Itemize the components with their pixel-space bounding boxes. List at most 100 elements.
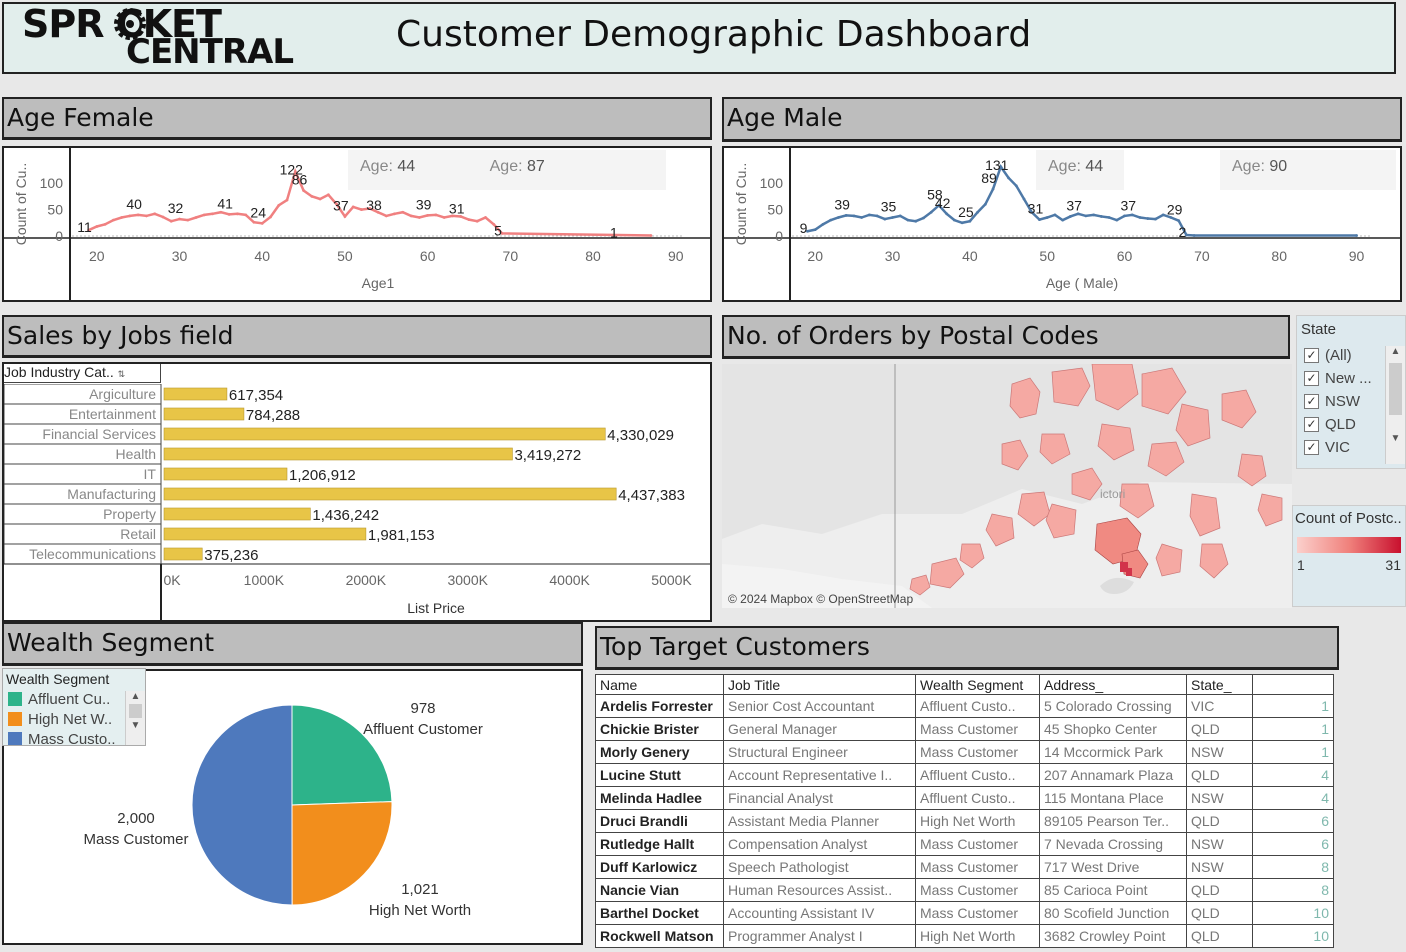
age-data-point[interactable] <box>1007 176 1010 180</box>
table-row[interactable]: Rockwell Matson Programmer Analyst I High … <box>595 924 1334 948</box>
state-filter-item[interactable]: ✓ New ... <box>1297 367 1405 390</box>
age-data-point[interactable] <box>384 214 388 218</box>
age-data-point[interactable] <box>335 202 339 206</box>
age-data-point[interactable] <box>649 234 653 237</box>
wealth-legend-item[interactable]: Affluent Cu.. <box>3 689 145 709</box>
age-data-point[interactable] <box>1045 216 1049 219</box>
age-data-point[interactable] <box>1123 214 1126 218</box>
age-data-point[interactable] <box>194 216 198 219</box>
age-data-point[interactable] <box>351 205 355 209</box>
sales-bar-chart[interactable]: Argiculture 617,354 Entertainment 784,288 Fi… <box>4 384 710 620</box>
age-data-point[interactable] <box>120 216 124 219</box>
sales-bar[interactable] <box>163 407 245 421</box>
age-data-point[interactable] <box>227 212 231 216</box>
age-data-point[interactable] <box>145 214 148 218</box>
age-data-point[interactable] <box>360 208 363 211</box>
sort-icon[interactable]: ⇅ <box>117 369 126 379</box>
column-header[interactable]: Name <box>595 674 724 695</box>
age-data-point[interactable] <box>178 217 181 221</box>
age-data-point[interactable] <box>883 217 887 221</box>
age-data-point[interactable] <box>922 216 925 220</box>
age-data-point[interactable] <box>968 219 972 223</box>
age-data-point[interactable] <box>945 212 949 216</box>
sales-bar[interactable] <box>163 447 513 461</box>
age-data-point[interactable] <box>1192 234 1196 237</box>
age-data-point[interactable] <box>1185 233 1188 237</box>
age-data-point[interactable] <box>1092 213 1095 217</box>
column-header[interactable]: State_ <box>1186 674 1253 695</box>
age-data-point[interactable] <box>1099 215 1103 218</box>
sales-bar[interactable] <box>163 387 228 401</box>
sales-bar[interactable] <box>163 487 617 501</box>
postal-code-map[interactable]: ictori © 2024 Mapbox © OpenStreetMap <box>722 364 1292 608</box>
table-row[interactable]: Ardelis Forrester Senior Cost Accountant A… <box>595 694 1334 718</box>
age-data-point[interactable] <box>409 214 413 218</box>
sales-bar[interactable] <box>163 507 311 521</box>
age-data-point[interactable] <box>136 213 140 217</box>
age-data-point[interactable] <box>285 198 289 202</box>
affluent-slice[interactable] <box>291 704 393 806</box>
age-data-point[interactable] <box>1053 213 1057 217</box>
age-data-point[interactable] <box>1169 216 1173 219</box>
table-row[interactable]: Rutledge Hallt Compensation Analyst Mass C… <box>595 832 1334 856</box>
age-data-point[interactable] <box>1130 213 1134 217</box>
scroll-down-icon[interactable]: ▼ <box>1390 433 1401 444</box>
checkbox-icon[interactable]: ✓ <box>1304 348 1319 363</box>
age-data-point[interactable] <box>1069 215 1072 218</box>
age-data-point[interactable] <box>875 214 879 218</box>
age-data-point[interactable] <box>426 213 430 217</box>
state-filter-item[interactable]: ✓ QLD <box>1297 413 1405 436</box>
age-data-point[interactable] <box>953 218 956 222</box>
age-data-point[interactable] <box>434 213 438 217</box>
age-data-point[interactable] <box>103 222 107 226</box>
age-data-point[interactable] <box>326 193 330 197</box>
table-row[interactable]: Druci Brandli Assistant Media Planner High… <box>595 809 1334 833</box>
age-data-point[interactable] <box>937 203 941 207</box>
age-data-point[interactable] <box>202 213 206 217</box>
age-data-point[interactable] <box>860 216 863 219</box>
checkbox-icon[interactable]: ✓ <box>1304 394 1319 409</box>
state-filter-item[interactable]: ✓ (All) <box>1297 344 1405 367</box>
age-data-point[interactable] <box>960 221 964 225</box>
age-data-point[interactable] <box>293 170 297 173</box>
age-data-point[interactable] <box>867 213 871 217</box>
sales-bar[interactable] <box>163 547 203 561</box>
age-data-point[interactable] <box>1022 197 1026 201</box>
age-data-point[interactable] <box>1107 216 1111 219</box>
table-row[interactable]: Chickie Brister General Manager Mass Custo… <box>595 717 1334 741</box>
checkbox-icon[interactable]: ✓ <box>1304 440 1319 455</box>
mass-customer-slice[interactable] <box>191 704 293 906</box>
table-row[interactable]: Nancie Vian Human Resources Assist.. Mass … <box>595 878 1334 902</box>
age-data-point[interactable] <box>393 212 396 216</box>
state-filter-item[interactable]: ✓ VIC <box>1297 436 1405 459</box>
age-data-point[interactable] <box>484 216 487 219</box>
table-row[interactable]: Duff Karlowicz Speech Pathologist Mass Cus… <box>595 855 1334 879</box>
age-data-point[interactable] <box>186 218 190 222</box>
age-data-point[interactable] <box>829 218 833 222</box>
age-data-point[interactable] <box>844 213 848 217</box>
high-net-worth-slice[interactable] <box>291 801 393 906</box>
age-data-point[interactable] <box>260 221 264 225</box>
scroll-up-icon[interactable]: ▲ <box>1390 346 1401 357</box>
age-data-point[interactable] <box>1115 218 1119 222</box>
column-header[interactable] <box>1252 674 1334 695</box>
age-data-point[interactable] <box>310 194 314 198</box>
age-data-point[interactable] <box>1014 184 1018 188</box>
age-data-point[interactable] <box>1355 234 1358 237</box>
age-data-point[interactable] <box>991 187 995 191</box>
age-female-chart[interactable]: Count of Cu.. 100 50 0 20 30 40 50 60 70 80 90 Age1 1… <box>4 148 710 300</box>
age-data-point[interactable] <box>87 228 90 232</box>
scroll-thumb[interactable] <box>1389 363 1402 415</box>
age-data-point[interactable] <box>475 219 479 223</box>
table-row[interactable]: Morly Genery Structural Engineer Mass Cust… <box>595 740 1334 764</box>
age-data-point[interactable] <box>111 218 115 222</box>
scroll-thumb[interactable] <box>129 704 142 718</box>
filter-scrollbar[interactable]: ▲ ▼ <box>1385 346 1405 464</box>
age-male-chart[interactable]: Count of Cu.. 100 50 0 20 30 40 50 60 70 80 90 Age (… <box>724 148 1400 300</box>
age-data-point[interactable] <box>1076 212 1080 216</box>
age-data-point[interactable] <box>1038 218 1041 222</box>
age-data-point[interactable] <box>898 214 902 218</box>
table-row[interactable]: Melinda Hadlee Financial Analyst Affluent … <box>595 786 1334 810</box>
age-data-point[interactable] <box>929 210 933 214</box>
age-data-point[interactable] <box>417 216 421 219</box>
